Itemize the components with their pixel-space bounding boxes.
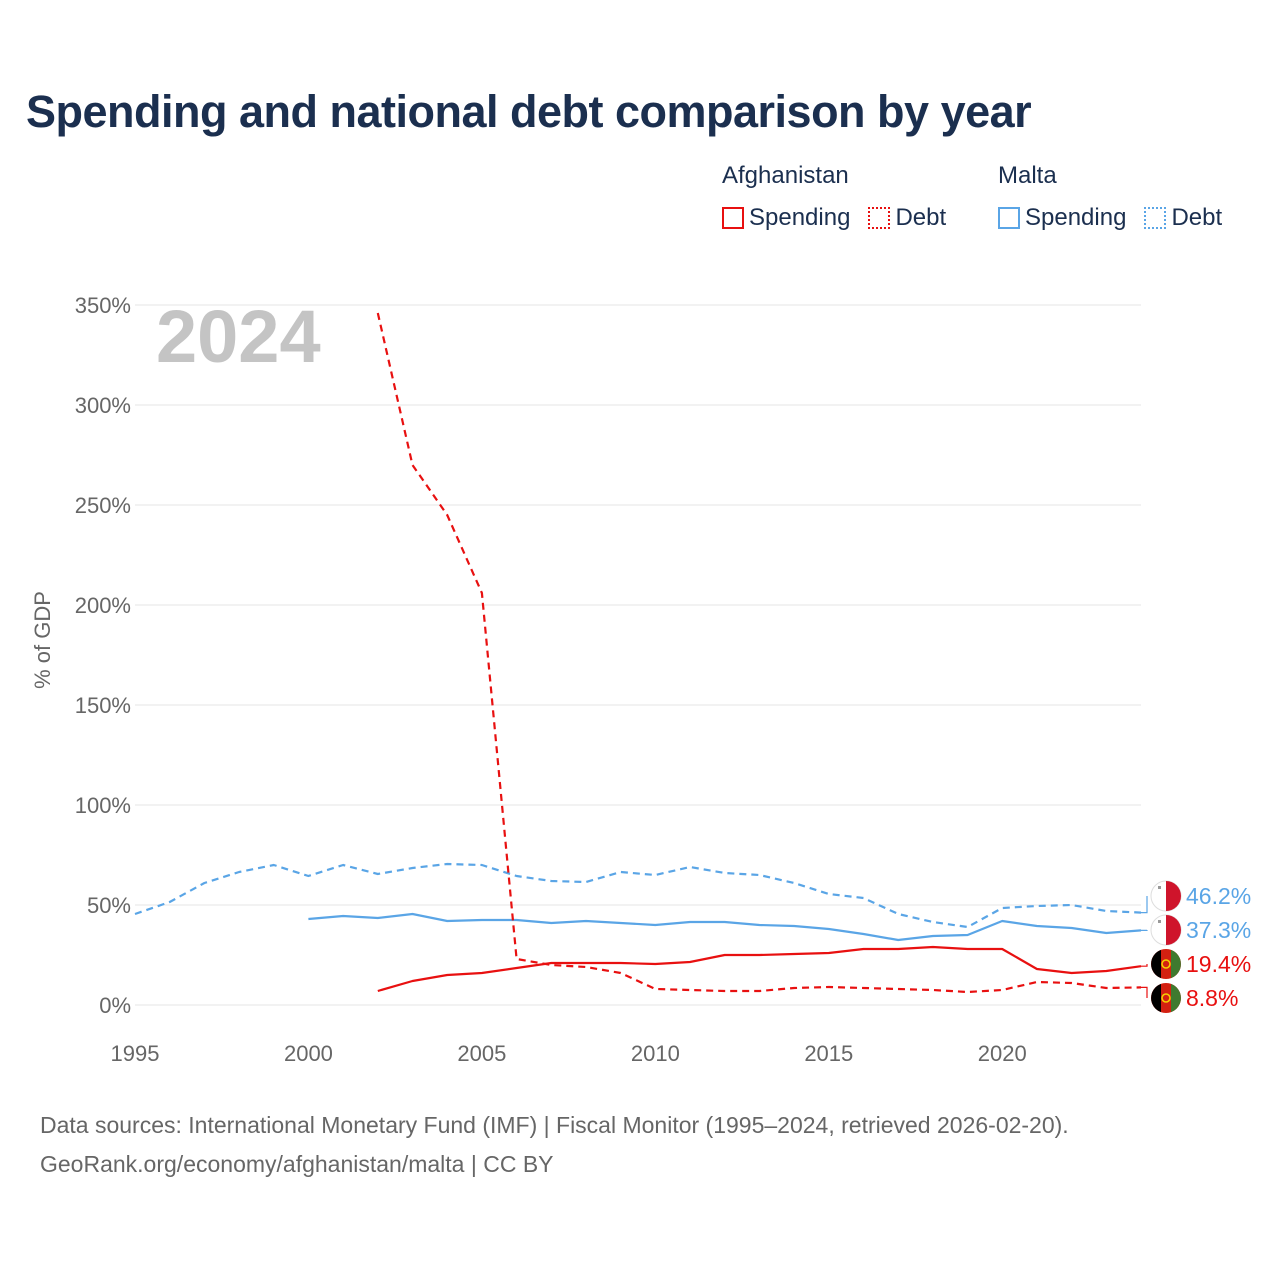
- y-tick-label: 50%: [87, 893, 131, 918]
- y-tick-label: 0%: [99, 993, 131, 1018]
- end-value-label: 19.4%: [1186, 951, 1251, 977]
- year-watermark: 2024: [156, 295, 321, 378]
- y-tick-label: 250%: [75, 493, 131, 518]
- flag-afghanistan-icon: [1151, 983, 1181, 1013]
- legend-group-afghanistan: Afghanistan Spending Debt: [722, 162, 946, 232]
- y-axis-label: % of GDP: [30, 591, 55, 689]
- end-label-layer: 46.2% 37.3% 19.4% 8.8%: [1141, 880, 1251, 1013]
- legend-swatch-dotted-blue: [1144, 207, 1167, 229]
- legend-label: Spending: [749, 204, 851, 231]
- source-text: Data sources: International Monetary Fun…: [40, 1106, 1069, 1184]
- legend-title-afghanistan: Afghanistan: [722, 162, 849, 189]
- legend-title-malta: Malta: [998, 162, 1057, 189]
- end-label-leader: [1141, 896, 1148, 914]
- legend-item-afghanistan-spending[interactable]: Spending: [722, 204, 850, 232]
- end-value-label: 37.3%: [1186, 917, 1251, 943]
- end-value-label: 8.8%: [1186, 985, 1238, 1011]
- flag-malta-icon: [1150, 914, 1182, 946]
- x-tick-label: 1995: [111, 1041, 160, 1066]
- y-tick-label: 200%: [75, 593, 131, 618]
- legend-item-malta-spending[interactable]: Spending: [998, 204, 1126, 232]
- legend-label: Spending: [1025, 204, 1127, 231]
- end-label-leader: [1141, 964, 1148, 967]
- legend-swatch-solid-red: [722, 207, 744, 229]
- axis-layer: 0% 50% 100% 150% 200% 250% 300% 350% 1995 2000 200…: [75, 293, 1027, 1066]
- legend-swatch-dotted-red: [868, 207, 891, 229]
- grid-layer: [135, 304, 1141, 1006]
- end-label-leader: [1141, 986, 1148, 998]
- legend-item-afghanistan-debt[interactable]: Debt: [868, 204, 946, 232]
- x-tick-label: 2010: [631, 1041, 680, 1066]
- legend-item-malta-debt[interactable]: Debt: [1144, 204, 1222, 232]
- series-line-afghanistan-debt[interactable]: [376, 312, 1142, 994]
- y-tick-label: 100%: [75, 793, 131, 818]
- y-tick-label: 300%: [75, 393, 131, 418]
- legend-label: Debt: [895, 204, 947, 231]
- y-tick-label: 150%: [75, 693, 131, 718]
- end-value-label: 46.2%: [1186, 883, 1251, 909]
- series-line-malta-spending[interactable]: [308, 912, 1142, 942]
- source-line-1: Data sources: International Monetary Fun…: [40, 1112, 1069, 1138]
- series-line-malta-debt[interactable]: [134, 862, 1142, 929]
- flag-afghanistan-icon: [1151, 949, 1181, 979]
- flag-malta-icon: [1150, 880, 1182, 912]
- x-tick-label: 2015: [804, 1041, 853, 1066]
- source-line-2[interactable]: GeoRank.org/economy/afghanistan/malta | …: [40, 1151, 554, 1177]
- x-tick-label: 2000: [284, 1041, 333, 1066]
- legend-label: Debt: [1171, 204, 1223, 231]
- legend-group-malta: Malta Spending Debt: [998, 162, 1222, 232]
- series-layer: [134, 312, 1142, 994]
- series-line-afghanistan-spending[interactable]: [377, 945, 1142, 993]
- y-tick-label: 350%: [75, 293, 131, 318]
- chart-title: Spending and national debt comparison by…: [26, 86, 1032, 137]
- legend-swatch-solid-blue: [998, 207, 1020, 229]
- x-tick-label: 2005: [457, 1041, 506, 1066]
- x-tick-label: 2020: [978, 1041, 1027, 1066]
